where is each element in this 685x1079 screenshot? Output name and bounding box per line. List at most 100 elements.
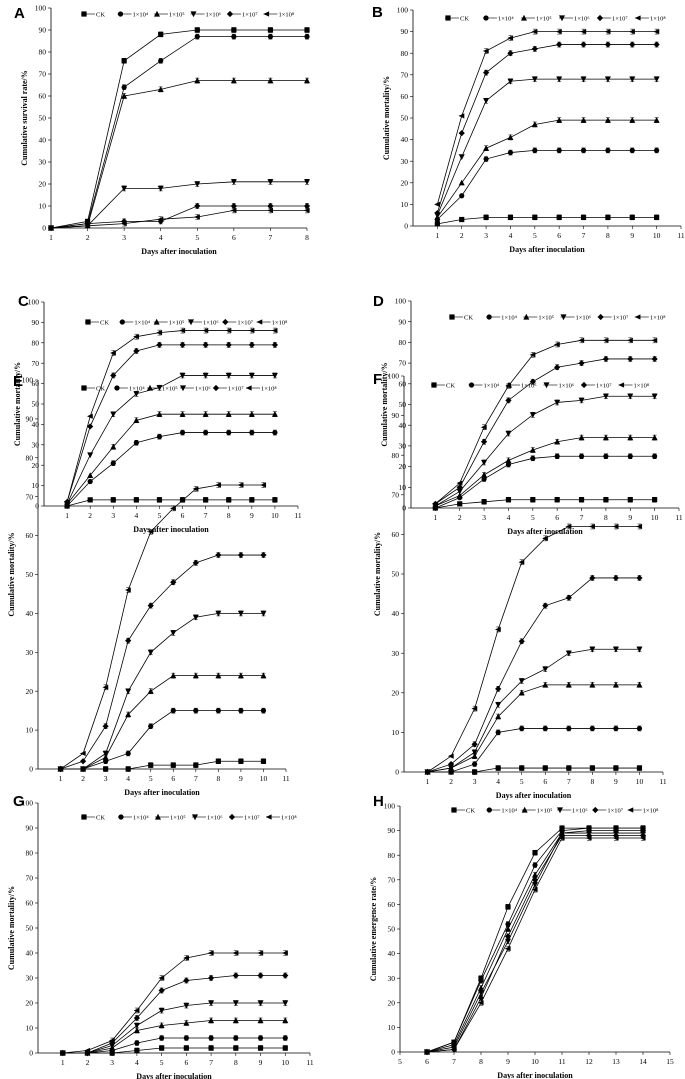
data-point <box>102 684 109 690</box>
series-0 <box>434 214 660 227</box>
legend-label: 1×10⁷ <box>612 15 628 22</box>
x-tick-label: 5 <box>160 1058 164 1067</box>
data-point <box>471 752 478 759</box>
data-point <box>156 341 163 348</box>
data-point <box>133 417 140 423</box>
y-tick-label: 40 <box>392 609 400 618</box>
x-tick-label: 2 <box>458 513 462 522</box>
y-axis-title: Cumulative mortality/% <box>382 76 391 160</box>
legend-marker <box>634 314 641 320</box>
legend-label: 1×10⁵ <box>162 385 178 392</box>
legend-label: 1×10⁶ <box>574 15 590 22</box>
legend-marker <box>256 319 263 325</box>
data-point <box>580 29 587 35</box>
y-tick-label: 90 <box>399 317 407 326</box>
legend-marker <box>506 381 512 388</box>
series-2 <box>424 827 646 1055</box>
data-point <box>495 729 501 736</box>
data-point <box>603 497 609 503</box>
data-point <box>653 29 660 35</box>
panel-a: A 0 10 20 30 40 50 60 70 80 90 100 1 2 3 4 5 6 7 8 Days afte… <box>14 4 311 256</box>
legend-label: 1×10⁶ <box>195 385 211 392</box>
x-axis-title: Days after inoculation <box>124 788 200 797</box>
legend-marker <box>468 382 475 388</box>
data-point <box>519 725 525 732</box>
data-point <box>125 750 131 757</box>
y-tick-label: 10 <box>26 1024 34 1033</box>
legend-marker <box>222 318 229 326</box>
data-point <box>589 523 595 530</box>
series-line <box>62 975 286 1054</box>
data-point <box>237 610 244 617</box>
legend-marker <box>596 14 604 22</box>
series-line <box>427 767 640 773</box>
data-point <box>147 529 154 535</box>
data-point <box>183 977 190 984</box>
y-tick-label: 50 <box>26 570 34 579</box>
series-line <box>435 499 655 509</box>
data-point <box>505 397 512 404</box>
series-2 <box>434 116 660 220</box>
y-tick-label: 70 <box>26 874 34 883</box>
data-point <box>542 602 549 609</box>
legend-marker <box>81 385 87 391</box>
data-point <box>636 765 643 771</box>
data-point <box>86 413 93 419</box>
x-tick-label: 5 <box>149 774 153 783</box>
data-point <box>134 1040 140 1046</box>
x-tick-label: 3 <box>122 233 126 242</box>
legend-marker <box>523 313 530 320</box>
data-point <box>110 460 116 466</box>
data-point <box>580 116 587 123</box>
data-point <box>230 77 237 84</box>
legend-marker <box>192 814 198 821</box>
series-line <box>50 80 307 229</box>
legend-marker <box>147 384 153 391</box>
x-tick-label: 2 <box>460 231 464 240</box>
legend-label: 1×10⁶ <box>572 807 588 814</box>
data-point <box>532 871 538 878</box>
data-point <box>629 116 636 123</box>
series-line <box>62 1002 286 1054</box>
data-point <box>84 1047 91 1054</box>
data-point <box>627 453 633 459</box>
legend-label: 1×10⁵ <box>169 11 185 18</box>
data-point <box>102 754 109 760</box>
data-point <box>158 58 164 64</box>
x-tick-label: 4 <box>134 511 138 520</box>
legend: CK 1×10⁴ 1×10⁵ 1×10⁶ 1×10⁷ 1×10⁸ <box>451 806 659 814</box>
data-point <box>170 672 177 679</box>
data-point <box>248 372 255 379</box>
legend-label: CK <box>466 807 475 814</box>
data-point <box>282 950 288 956</box>
data-point <box>156 330 163 336</box>
data-point <box>233 1035 239 1041</box>
y-tick-label: 80 <box>26 849 34 858</box>
x-tick-label: 13 <box>612 1057 620 1066</box>
y-tick-label: 10 <box>392 728 400 737</box>
x-tick-label: 5 <box>398 1057 402 1066</box>
data-point <box>282 972 289 979</box>
series-line <box>426 827 643 1053</box>
legend-label: 1×10⁷ <box>596 382 612 389</box>
legend-label: 1×10⁶ <box>576 314 592 321</box>
data-point <box>627 497 633 503</box>
x-tick-label: 8 <box>590 777 594 786</box>
y-tick-label: 50 <box>26 924 34 933</box>
y-tick-label: 100 <box>395 297 407 306</box>
data-point <box>529 352 536 358</box>
y-tick-label: 60 <box>39 92 47 101</box>
data-point <box>87 478 93 485</box>
data-point <box>432 501 438 507</box>
legend-label: 1×10⁴ <box>484 382 500 389</box>
data-point <box>612 646 619 653</box>
data-point <box>248 341 255 348</box>
legend-label: 1×10⁴ <box>134 319 150 326</box>
legend: CK 1×10⁴ 1×10⁵ 1×10⁶ 1×10⁷ 1×10⁸ <box>81 813 297 821</box>
series-2 <box>59 1017 289 1056</box>
data-point <box>121 185 128 192</box>
y-tick-label: 10 <box>401 200 409 209</box>
series-4 <box>432 355 658 507</box>
data-point <box>519 765 525 771</box>
